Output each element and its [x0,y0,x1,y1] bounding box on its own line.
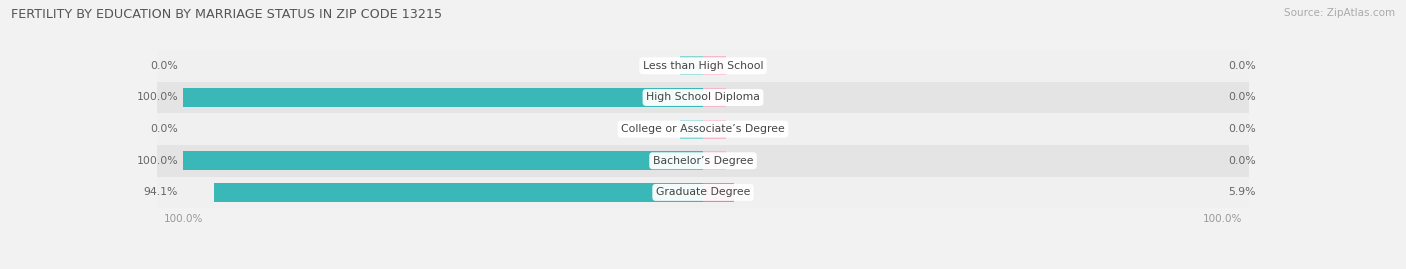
Legend: Married, Unmarried: Married, Unmarried [624,268,782,269]
Text: College or Associate’s Degree: College or Associate’s Degree [621,124,785,134]
Bar [703,56,727,75]
Bar [703,151,727,170]
Text: Bachelor’s Degree: Bachelor’s Degree [652,156,754,166]
Bar [679,56,703,75]
Text: High School Diploma: High School Diploma [647,93,759,102]
Bar [703,183,734,202]
Bar [183,88,703,107]
Text: 0.0%: 0.0% [1227,93,1256,102]
Text: 94.1%: 94.1% [143,187,179,197]
Bar [157,82,1249,113]
Text: 0.0%: 0.0% [1227,124,1256,134]
Bar [679,120,703,139]
Text: 100.0%: 100.0% [136,93,179,102]
Text: 100.0%: 100.0% [136,156,179,166]
Text: Graduate Degree: Graduate Degree [655,187,751,197]
Bar [157,113,1249,145]
Bar [703,88,727,107]
Text: 0.0%: 0.0% [150,124,179,134]
Text: 0.0%: 0.0% [150,61,179,71]
Text: 5.9%: 5.9% [1227,187,1256,197]
Bar [183,151,703,170]
Text: Less than High School: Less than High School [643,61,763,71]
Bar [157,50,1249,82]
Text: FERTILITY BY EDUCATION BY MARRIAGE STATUS IN ZIP CODE 13215: FERTILITY BY EDUCATION BY MARRIAGE STATU… [11,8,443,21]
Bar [157,176,1249,208]
Bar [157,145,1249,176]
Bar [703,120,727,139]
Text: Source: ZipAtlas.com: Source: ZipAtlas.com [1284,8,1395,18]
Bar [214,183,703,202]
Text: 0.0%: 0.0% [1227,61,1256,71]
Text: 0.0%: 0.0% [1227,156,1256,166]
